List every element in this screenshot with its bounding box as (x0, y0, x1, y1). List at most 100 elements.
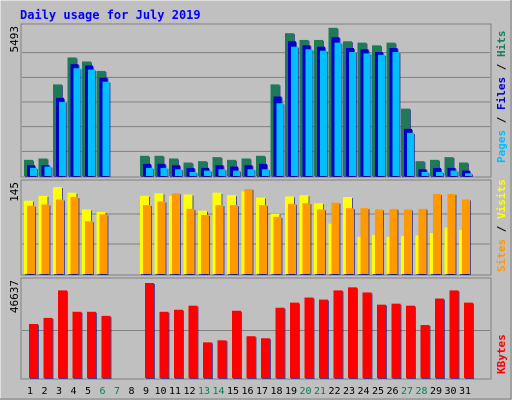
bar-kbytes-day-5 (87, 311, 96, 378)
bar-pages-day-21 (320, 50, 327, 176)
bar-pages-day-10 (160, 167, 168, 176)
bar-kbytes-day-20 (304, 297, 314, 378)
legend-files: Files (495, 77, 508, 110)
hits-ymax-label: 5493 (8, 26, 21, 53)
x-tick-label-1: 1 (27, 386, 33, 397)
x-tick-label-4: 4 (70, 386, 76, 397)
bar-sites-day-10 (157, 201, 166, 274)
bar-pages-day-20 (305, 49, 313, 176)
x-tick-label-24: 24 (357, 386, 369, 397)
bar-pages-day-5 (88, 69, 95, 176)
bar-pages-day-30 (450, 170, 458, 176)
bar-pages-day-27 (407, 132, 414, 176)
bar-pages-day-14 (218, 169, 226, 176)
bar-pages-day-25 (378, 54, 385, 177)
legend-pages: Pages (495, 130, 508, 163)
bar-pages-day-23 (349, 52, 356, 176)
x-tick-label-27: 27 (401, 386, 413, 397)
bar-kbytes-day-29 (435, 298, 444, 378)
x-tick-label-3: 3 (56, 386, 62, 397)
x-tick-label-7: 7 (114, 386, 120, 397)
x-tick-label-16: 16 (241, 386, 253, 397)
x-tick-label-28: 28 (415, 386, 427, 397)
x-tick-label-10: 10 (154, 386, 166, 397)
x-tick-label-21: 21 (314, 386, 326, 397)
x-tick-label-20: 20 (299, 386, 311, 397)
legend-sites: Sites (495, 239, 508, 272)
bar-pages-day-18 (276, 103, 284, 176)
legend-visits: Visits (495, 179, 508, 219)
bar-kbytes-day-14 (217, 340, 227, 378)
bar-kbytes-day-15 (232, 310, 241, 378)
bar-sites-day-23 (346, 208, 354, 274)
bar-kbytes-day-28 (420, 325, 430, 378)
x-axis-labels: 1 2 3 4 5 6 7 8 9 10 11 12 13 14 15 16 17 18 19 20 21 22 23 24 2… (27, 386, 471, 397)
bar-sites-day-17 (259, 205, 267, 274)
bar-kbytes-day-24 (362, 292, 372, 378)
bar-pages-day-19 (291, 46, 298, 176)
bar-kbytes-day-17 (261, 338, 270, 378)
bar-kbytes-day-27 (406, 305, 415, 378)
bar-sites-day-13 (201, 215, 209, 274)
x-tick-label-9: 9 (143, 386, 149, 397)
x-tick-label-17: 17 (256, 386, 268, 397)
bar-kbytes-day-26 (391, 303, 401, 378)
bar-pages-day-16 (247, 169, 255, 176)
kbytes-ymax-label: 46637 (8, 280, 21, 313)
legend-hits: Hits (495, 31, 508, 58)
bar-sites-day-22 (331, 202, 340, 274)
bar-sites-day-19 (288, 203, 296, 274)
bar-kbytes-day-1 (29, 324, 38, 378)
x-tick-label-15: 15 (227, 386, 239, 397)
bar-sites-day-21 (317, 209, 325, 274)
x-tick-label-5: 5 (85, 386, 91, 397)
bar-sites-day-27 (404, 209, 412, 274)
legend-visits-sites: Sites / Visits (495, 179, 508, 272)
bar-pages-day-3 (59, 101, 66, 176)
bar-sites-day-3 (56, 199, 64, 274)
bar-pages-day-12 (189, 171, 197, 176)
x-tick-label-30: 30 (444, 386, 456, 397)
x-tick-label-31: 31 (459, 386, 471, 397)
bar-pages-day-9 (146, 167, 153, 176)
bar-pages-day-2 (44, 166, 52, 176)
bar-sites-day-20 (302, 203, 311, 274)
bar-sites-day-26 (389, 208, 398, 274)
bar-sites-day-4 (70, 197, 79, 274)
bar-kbytes-day-13 (203, 342, 212, 378)
x-tick-label-2: 2 (41, 386, 47, 397)
x-tick-label-13: 13 (198, 386, 210, 397)
bar-pages-day-24 (363, 53, 371, 176)
bar-sites-day-31 (462, 199, 470, 274)
bar-kbytes-day-6 (101, 315, 111, 378)
bar-hits-day-31 (459, 162, 468, 176)
bar-sites-day-6 (99, 214, 108, 274)
bar-kbytes-day-2 (43, 317, 53, 378)
bar-sites-day-16 (244, 188, 253, 274)
bar-sites-day-11 (172, 193, 180, 274)
bar-sites-day-28 (418, 208, 427, 274)
x-tick-label-14: 14 (212, 386, 224, 397)
bar-sites-day-30 (447, 193, 456, 274)
bar-sites-day-12 (186, 208, 195, 274)
bar-kbytes-day-3 (58, 290, 67, 378)
x-tick-label-8: 8 (128, 386, 134, 397)
bar-sites-day-9 (143, 205, 151, 274)
x-tick-label-12: 12 (183, 386, 195, 397)
bar-pages-day-4 (73, 68, 81, 176)
bar-kbytes-day-30 (449, 290, 459, 378)
bar-pages-day-1 (30, 167, 37, 176)
bar-kbytes-day-25 (377, 304, 386, 378)
bar-pages-day-11 (175, 169, 182, 176)
bar-pages-day-6 (102, 81, 110, 176)
x-tick-label-19: 19 (285, 386, 297, 397)
bar-sites-day-2 (41, 204, 50, 274)
bar-pages-day-15 (233, 170, 240, 176)
x-tick-label-25: 25 (372, 386, 384, 397)
x-tick-label-18: 18 (270, 386, 282, 397)
bar-kbytes-day-21 (319, 299, 328, 378)
bar-sites-day-24 (360, 208, 369, 274)
bar-kbytes-day-9 (145, 283, 154, 378)
bar-pages-day-17 (262, 169, 269, 176)
